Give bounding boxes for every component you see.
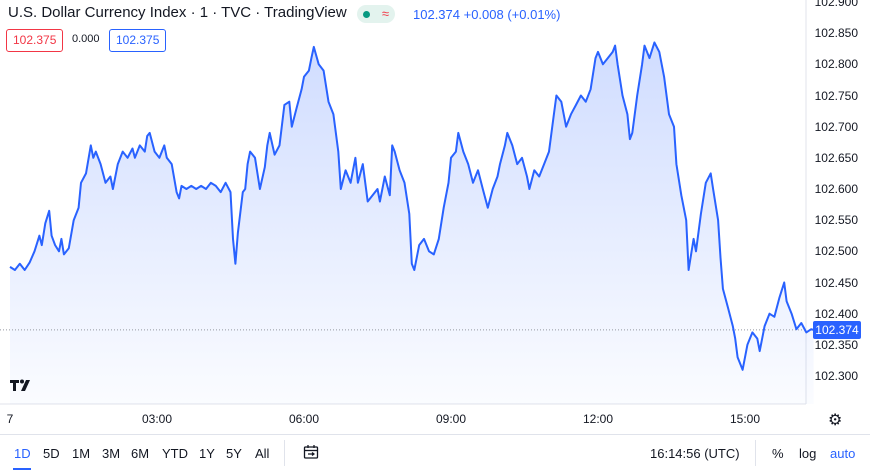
market-open-dot-icon	[362, 10, 370, 18]
percent-toggle[interactable]: %	[772, 446, 784, 461]
price-tick-label: 102.650	[814, 150, 858, 165]
range-1y[interactable]: 1Y	[199, 446, 215, 461]
time-tick-label: 06:00	[288, 412, 320, 426]
header-price-change: 102.374 +0.008 (+0.01%)	[413, 7, 561, 22]
range-6m[interactable]: 6M	[131, 446, 150, 461]
gear-icon[interactable]: ⚙	[828, 412, 843, 429]
price-tick-label: 102.450	[814, 275, 858, 290]
price-tick-label: 102.550	[814, 213, 858, 228]
chart-title[interactable]: U.S. Dollar Currency Index · 1 · TVC · T…	[8, 4, 347, 21]
price-tick-label: 102.500	[814, 244, 858, 259]
price-tick-label: 102.400	[814, 306, 858, 321]
range-ytd[interactable]: YTD	[162, 446, 188, 461]
range-5d[interactable]: 5D	[43, 446, 60, 461]
wave-icon: ≈	[381, 6, 390, 21]
time-tick-label: 09:00	[435, 412, 467, 426]
market-status-pill[interactable]: ≈	[357, 5, 395, 23]
range-3m[interactable]: 3M	[102, 446, 121, 461]
auto-toggle[interactable]: auto	[830, 446, 856, 461]
price-tick-label: 102.800	[814, 57, 858, 72]
bid-price-box[interactable]: 102.375	[6, 29, 64, 52]
price-tick-label: 102.850	[814, 26, 858, 41]
time-tick-label: 15:00	[729, 412, 761, 426]
price-tick-label: 102.700	[814, 119, 858, 134]
time-tick-label: 03:00	[141, 412, 173, 426]
price-tick-label: 102.300	[814, 369, 858, 383]
spread-value: 0.000	[72, 33, 100, 45]
price-tick-label: 102.900	[814, 0, 858, 9]
ask-price-box[interactable]: 102.375	[109, 29, 167, 52]
price-area-fill	[10, 42, 814, 404]
range-1d[interactable]: 1D	[14, 446, 31, 461]
tradingview-logo-icon[interactable]	[8, 376, 36, 394]
toolbar-divider	[284, 440, 285, 466]
price-tick-label: 102.750	[814, 88, 858, 103]
utc-clock[interactable]: 16:14:56 (UTC)	[650, 446, 740, 461]
time-tick-label: 7	[6, 412, 14, 426]
range-5y[interactable]: 5Y	[226, 446, 242, 461]
range-all[interactable]: All	[255, 446, 270, 461]
price-tick-label: 102.600	[814, 182, 858, 196]
active-range-underline	[13, 468, 31, 470]
range-1m[interactable]: 1M	[72, 446, 91, 461]
price-series-line	[9, 41, 814, 371]
price-tick-label: 102.350	[814, 337, 858, 352]
bottom-toolbar	[0, 434, 870, 476]
last-price-tag: 102.374	[813, 320, 861, 339]
calendar-icon[interactable]	[303, 444, 319, 464]
log-toggle[interactable]: log	[799, 446, 817, 461]
time-tick-label: 12:00	[582, 412, 614, 426]
toolbar-divider	[755, 440, 756, 466]
